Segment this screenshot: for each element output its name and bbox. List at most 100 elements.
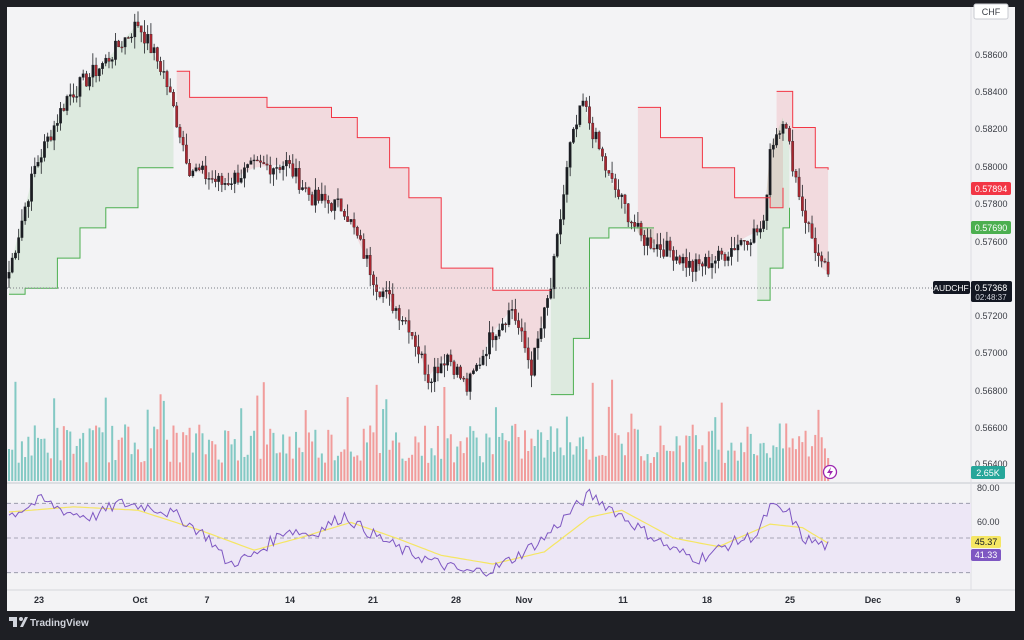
candle[interactable] bbox=[507, 302, 511, 328]
candle[interactable] bbox=[652, 239, 656, 253]
candle[interactable] bbox=[155, 46, 159, 69]
lightning-icon[interactable] bbox=[822, 464, 838, 480]
candle[interactable] bbox=[546, 294, 549, 316]
candle[interactable] bbox=[475, 363, 478, 372]
candle[interactable] bbox=[139, 25, 143, 43]
candle[interactable] bbox=[259, 154, 262, 168]
candle[interactable] bbox=[320, 182, 324, 204]
candle[interactable] bbox=[520, 318, 524, 342]
candle[interactable] bbox=[807, 221, 811, 233]
candle[interactable] bbox=[636, 211, 640, 229]
candle[interactable] bbox=[162, 59, 166, 79]
candle[interactable] bbox=[617, 179, 620, 200]
candle[interactable] bbox=[778, 130, 782, 140]
candle[interactable] bbox=[355, 225, 359, 239]
candle[interactable] bbox=[472, 368, 475, 375]
candle[interactable] bbox=[562, 184, 566, 226]
candle[interactable] bbox=[678, 254, 682, 265]
candle[interactable] bbox=[510, 299, 514, 320]
candle[interactable] bbox=[491, 326, 495, 348]
candle[interactable] bbox=[165, 69, 169, 96]
candle[interactable] bbox=[513, 298, 517, 325]
candle[interactable] bbox=[588, 95, 591, 130]
candle[interactable] bbox=[742, 240, 746, 251]
candle[interactable] bbox=[78, 76, 82, 108]
candle[interactable] bbox=[462, 376, 466, 382]
candle[interactable] bbox=[146, 25, 150, 51]
candle[interactable] bbox=[384, 281, 388, 299]
candle[interactable] bbox=[710, 253, 714, 279]
tradingview-logo[interactable] bbox=[9, 617, 28, 627]
candle[interactable] bbox=[284, 151, 288, 177]
candle[interactable] bbox=[768, 143, 772, 198]
candle[interactable] bbox=[104, 54, 108, 67]
candle[interactable] bbox=[765, 194, 769, 230]
candle[interactable] bbox=[133, 13, 137, 49]
candle[interactable] bbox=[243, 162, 246, 188]
candle[interactable] bbox=[568, 141, 572, 177]
candle[interactable] bbox=[339, 198, 343, 212]
candle[interactable] bbox=[771, 138, 775, 158]
candle[interactable] bbox=[255, 156, 259, 162]
candle[interactable] bbox=[607, 170, 611, 176]
candle[interactable] bbox=[413, 331, 417, 357]
candle[interactable] bbox=[101, 61, 104, 75]
candle[interactable] bbox=[236, 164, 240, 185]
candle[interactable] bbox=[517, 312, 520, 335]
candle[interactable] bbox=[85, 70, 88, 87]
candle[interactable] bbox=[446, 353, 449, 371]
candle[interactable] bbox=[759, 221, 762, 239]
candle[interactable] bbox=[210, 170, 214, 184]
candle[interactable] bbox=[372, 271, 375, 296]
candle[interactable] bbox=[126, 36, 130, 39]
candle[interactable] bbox=[675, 249, 678, 264]
candle[interactable] bbox=[304, 182, 308, 193]
candle[interactable] bbox=[749, 239, 753, 257]
candle[interactable] bbox=[68, 83, 72, 106]
candle[interactable] bbox=[668, 236, 672, 258]
candle[interactable] bbox=[397, 304, 401, 330]
candle[interactable] bbox=[584, 97, 588, 112]
candle[interactable] bbox=[488, 321, 491, 359]
candle[interactable] bbox=[88, 73, 91, 91]
candle[interactable] bbox=[613, 173, 617, 198]
candle[interactable] bbox=[436, 357, 440, 382]
candle[interactable] bbox=[368, 246, 372, 287]
candle[interactable] bbox=[33, 157, 37, 178]
candle[interactable] bbox=[268, 156, 272, 184]
candle[interactable] bbox=[788, 125, 791, 145]
candle[interactable] bbox=[230, 177, 233, 190]
candle[interactable] bbox=[459, 364, 462, 380]
time-axis-labels[interactable]: 23 Oct 7 14 21 28 Nov 11 18 25 Dec 9 bbox=[34, 595, 961, 605]
candle[interactable] bbox=[430, 378, 433, 393]
candle[interactable] bbox=[455, 363, 459, 378]
candle[interactable] bbox=[30, 166, 33, 211]
candle[interactable] bbox=[188, 159, 191, 177]
candle[interactable] bbox=[46, 132, 50, 149]
candle[interactable] bbox=[39, 148, 43, 174]
candle[interactable] bbox=[504, 322, 508, 333]
candle[interactable] bbox=[526, 337, 530, 369]
candle[interactable] bbox=[559, 209, 562, 245]
candle[interactable] bbox=[762, 214, 766, 233]
candle[interactable] bbox=[246, 163, 249, 173]
candle[interactable] bbox=[672, 246, 675, 271]
candle[interactable] bbox=[23, 202, 27, 225]
candle[interactable] bbox=[701, 261, 704, 277]
candle[interactable] bbox=[801, 184, 804, 217]
candle[interactable] bbox=[204, 156, 208, 185]
candle[interactable] bbox=[581, 93, 585, 108]
candle[interactable] bbox=[152, 43, 156, 61]
candle[interactable] bbox=[197, 163, 201, 172]
candle[interactable] bbox=[555, 232, 559, 258]
candle[interactable] bbox=[823, 258, 827, 264]
candle[interactable] bbox=[185, 133, 188, 165]
candle[interactable] bbox=[572, 127, 575, 145]
candle[interactable] bbox=[136, 11, 140, 28]
candle[interactable] bbox=[797, 168, 801, 201]
candle[interactable] bbox=[717, 245, 720, 269]
candle[interactable] bbox=[575, 114, 578, 138]
candle[interactable] bbox=[130, 33, 133, 43]
candle[interactable] bbox=[662, 238, 666, 259]
candle[interactable] bbox=[175, 101, 179, 128]
